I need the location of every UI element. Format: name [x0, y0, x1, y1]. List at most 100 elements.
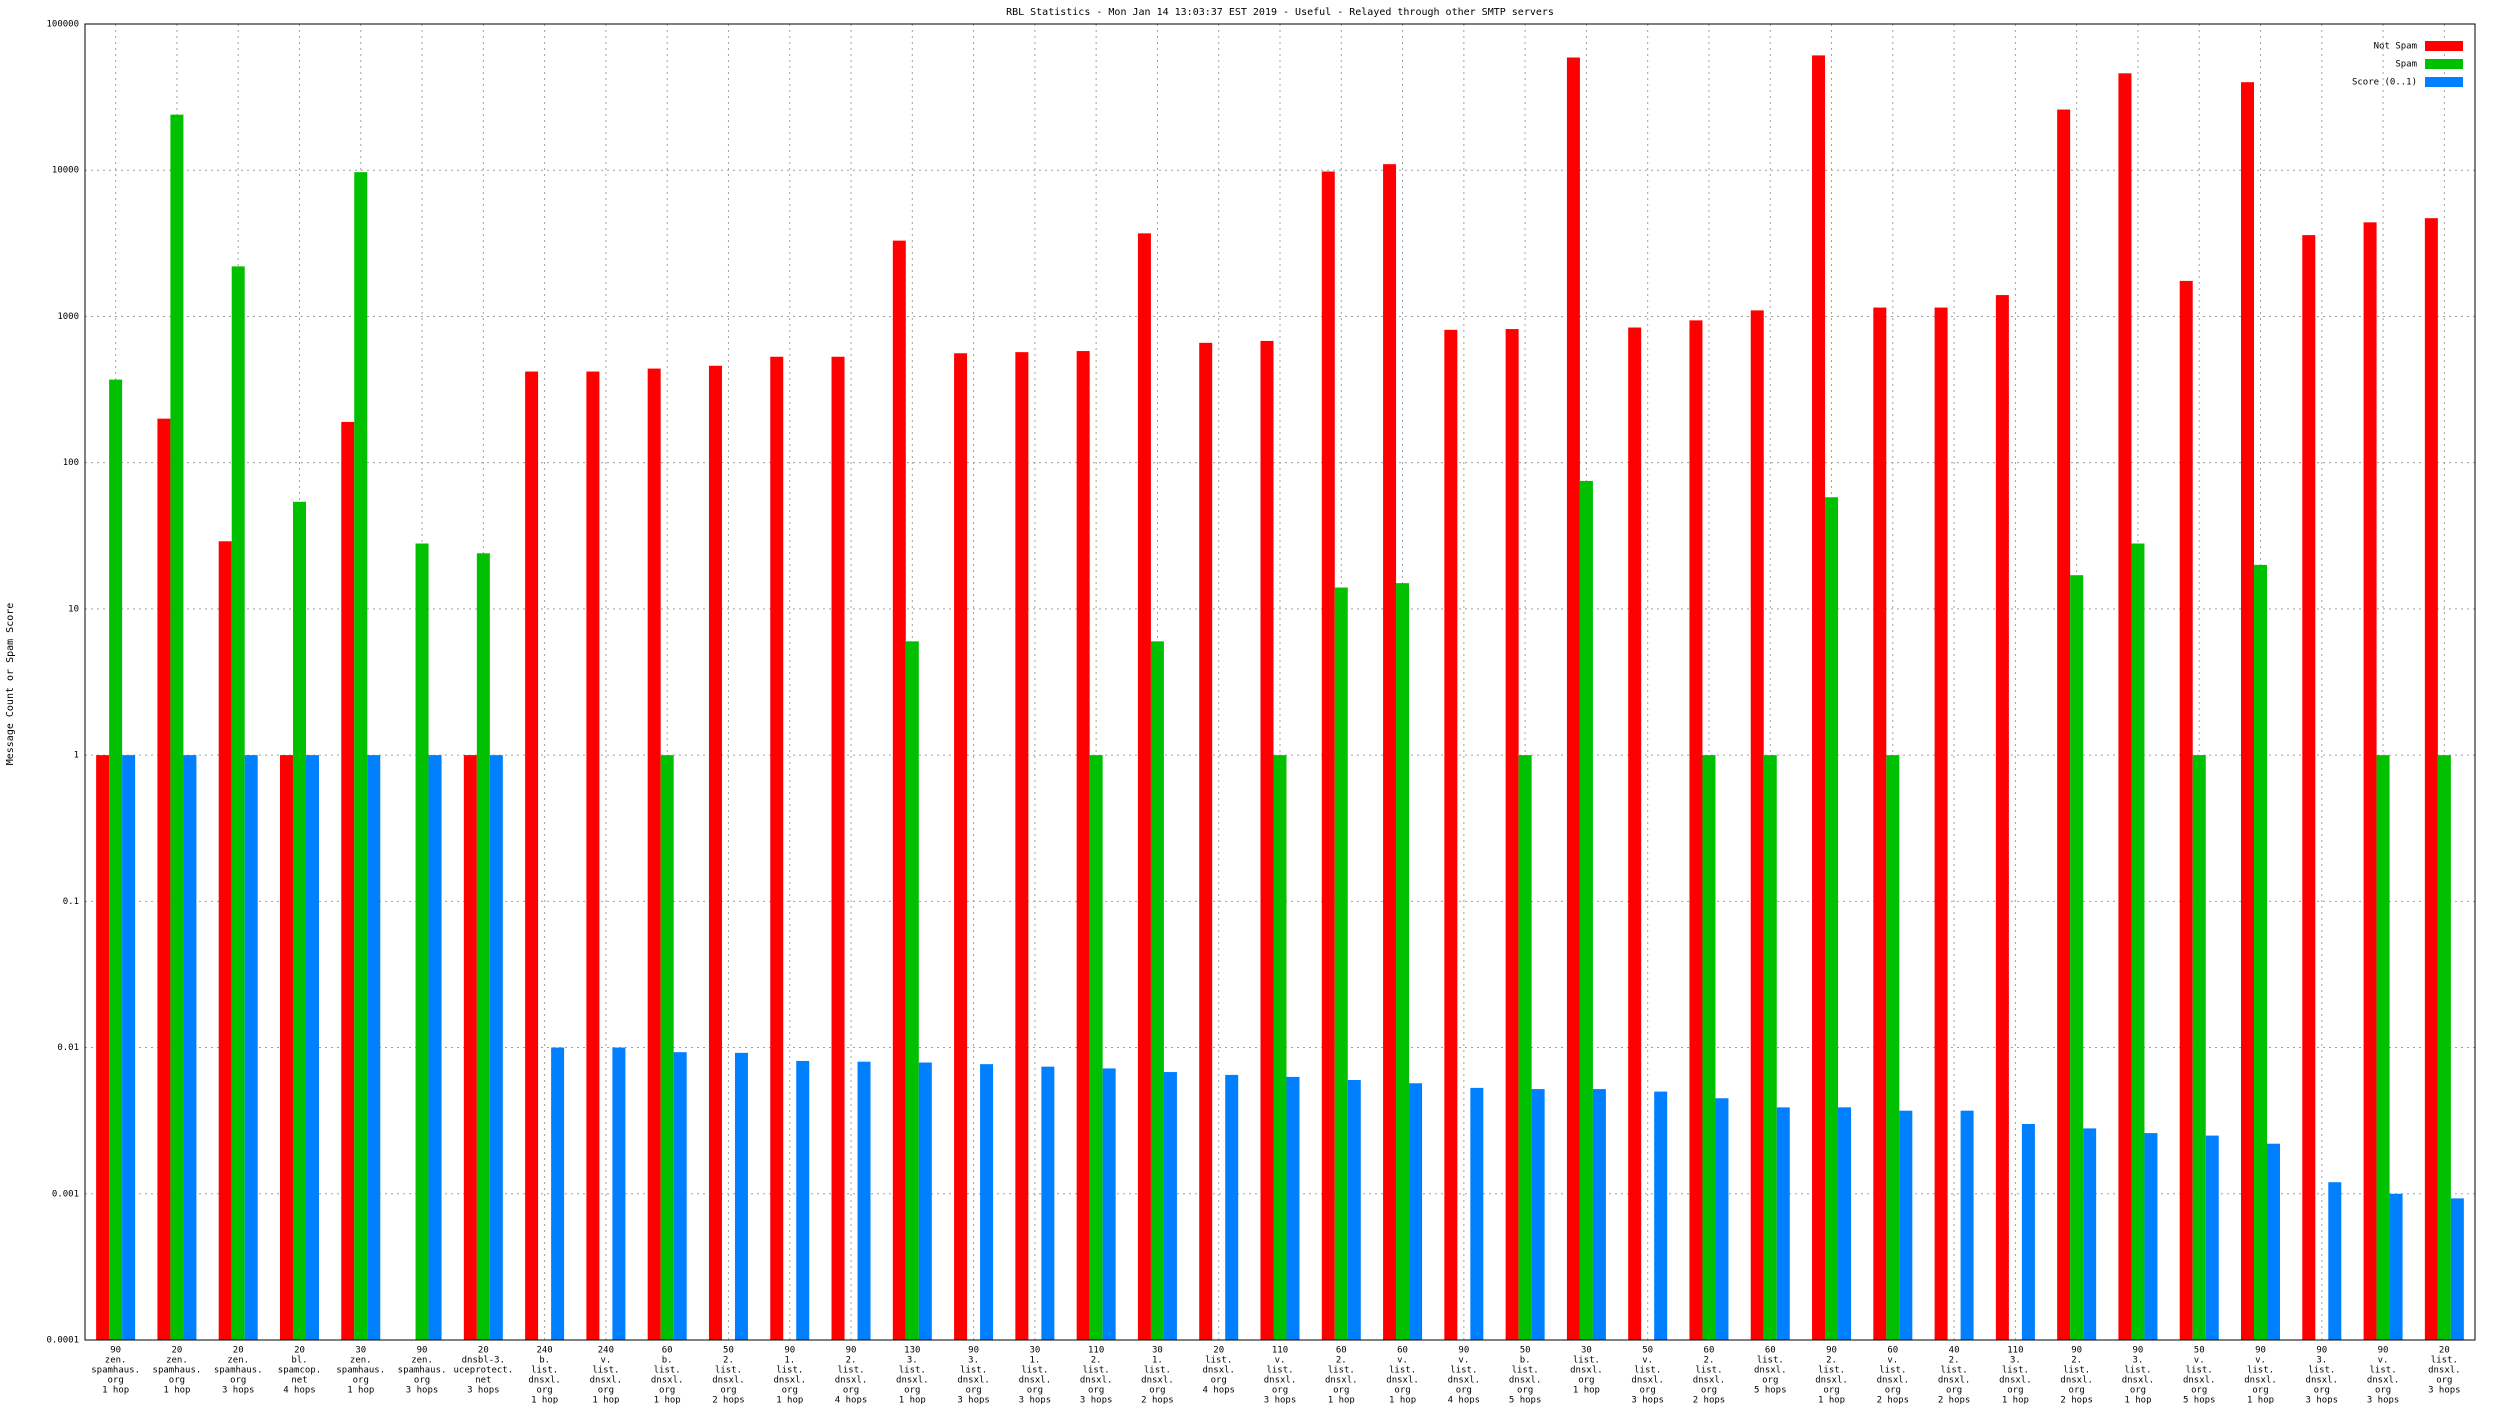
x-tick-label: 1 hop	[347, 1386, 374, 1396]
x-tick-label: dnsxl.	[2306, 1376, 2339, 1386]
bar	[1163, 1072, 1177, 1340]
bar	[770, 356, 784, 1340]
x-tick-label: org	[108, 1376, 124, 1386]
x-tick-label: org	[2069, 1386, 2085, 1396]
x-tick-label: v.	[1275, 1356, 1286, 1366]
x-tick-label: 1 hop	[2002, 1396, 2029, 1405]
x-tick-label: 4 hops	[835, 1396, 868, 1405]
x-tick-label: org	[2130, 1386, 2146, 1396]
bar	[1899, 1110, 1913, 1340]
bar	[1812, 55, 1826, 1341]
bar	[1873, 307, 1887, 1340]
bar	[586, 371, 600, 1340]
bar	[1776, 1107, 1790, 1340]
bar	[551, 1047, 565, 1340]
x-tick-label: dnsxl.	[528, 1376, 561, 1386]
x-tick-label: 90	[784, 1346, 795, 1356]
x-tick-label: org	[1578, 1376, 1594, 1386]
x-tick-label: zen.	[227, 1356, 249, 1366]
x-tick-label: list.	[592, 1366, 619, 1376]
x-tick-label: list.	[1144, 1366, 1171, 1376]
x-tick-label: net	[475, 1376, 491, 1386]
bar	[1015, 352, 1029, 1340]
x-tick-label: v.	[1887, 1356, 1898, 1366]
bar	[1518, 755, 1532, 1340]
x-tick-label: org	[1149, 1386, 1165, 1396]
bar	[905, 641, 919, 1340]
x-tick-label: list.	[2247, 1366, 2274, 1376]
bar	[1702, 755, 1716, 1340]
x-tick-label: v.	[1397, 1356, 1408, 1366]
x-tick-label: dnsxl.	[2122, 1376, 2155, 1386]
bar	[1825, 497, 1839, 1340]
x-tick-label: v.	[2255, 1356, 2266, 1366]
x-tick-label: 5 hops	[1509, 1396, 1542, 1405]
x-tick-label: dnsxl.	[1202, 1366, 1235, 1376]
x-tick-label: 90	[2071, 1346, 2082, 1356]
x-tick-label: zen.	[166, 1356, 188, 1366]
x-tick-label: org	[414, 1376, 430, 1386]
x-tick-label: 3.	[968, 1356, 979, 1366]
bar	[1102, 1068, 1116, 1340]
x-tick-label: 1 hop	[654, 1396, 681, 1405]
x-tick-label: 3.	[2133, 1356, 2144, 1366]
x-tick-label: 2 hops	[2060, 1396, 2093, 1405]
bar	[2070, 575, 2084, 1340]
bar	[279, 755, 293, 1340]
x-tick-label: 3 hops	[1631, 1396, 1664, 1405]
x-tick-label: list.	[1512, 1366, 1539, 1376]
x-tick-label: org	[1027, 1386, 1043, 1396]
x-tick-label: 90	[2316, 1346, 2327, 1356]
x-tick-label: dnsxl.	[1386, 1376, 1419, 1386]
x-tick-label: 90	[1458, 1346, 1469, 1356]
bar	[1260, 340, 1274, 1340]
x-tick-label: dnsxl.	[1509, 1376, 1542, 1386]
x-tick-label: 2.	[1949, 1356, 1960, 1366]
x-tick-label: org	[169, 1376, 185, 1386]
bar	[2057, 109, 2071, 1340]
x-tick-label: dnsxl.	[712, 1376, 745, 1386]
y-tick-label: 0.001	[52, 1189, 79, 1199]
x-tick-label: org	[1701, 1386, 1717, 1396]
x-tick-label: 60	[1704, 1346, 1715, 1356]
x-tick-label: b.	[662, 1356, 673, 1366]
bar	[305, 755, 319, 1340]
x-tick-label: dnsxl.	[2244, 1376, 2277, 1386]
x-tick-label: v.	[1642, 1356, 1653, 1366]
bar	[2328, 1182, 2342, 1340]
x-tick-label: b.	[1520, 1356, 1531, 1366]
x-tick-label: 90	[2255, 1346, 2266, 1356]
x-tick-label: 4 hops	[1448, 1396, 1481, 1405]
x-tick-label: v.	[600, 1356, 611, 1366]
x-tick-label: 30	[1029, 1346, 1040, 1356]
x-tick-label: 20	[294, 1346, 305, 1356]
x-tick-label: 1 hop	[1328, 1396, 1355, 1405]
x-tick-label: 3 hops	[406, 1386, 439, 1396]
legend-label: Not Spam	[2374, 42, 2417, 52]
x-tick-label: org	[2375, 1386, 2391, 1396]
x-tick-label: v.	[1458, 1356, 1469, 1366]
x-tick-label: 90	[110, 1346, 121, 1356]
x-tick-label: dnsxl.	[1815, 1376, 1848, 1386]
x-tick-label: 1 hop	[163, 1386, 190, 1396]
x-tick-label: org	[2314, 1386, 2330, 1396]
x-tick-label: 60	[1887, 1346, 1898, 1356]
bar	[170, 114, 184, 1340]
x-tick-label: list.	[1941, 1366, 1968, 1376]
x-tick-label: 20	[478, 1346, 489, 1356]
x-tick-label: dnsxl.	[1325, 1376, 1358, 1386]
x-tick-label: 2.	[1336, 1356, 1347, 1366]
y-axis-label: Message Count or Spam Score	[5, 603, 16, 766]
bar	[647, 368, 661, 1340]
x-tick-label: zen.	[105, 1356, 127, 1366]
x-tick-label: org	[1640, 1386, 1656, 1396]
x-tick-label: 1 hop	[531, 1396, 558, 1405]
x-tick-label: 3 hops	[1019, 1396, 1052, 1405]
x-tick-label: 60	[1336, 1346, 1347, 1356]
x-tick-label: 50	[2194, 1346, 2205, 1356]
x-tick-label: 3 hops	[1264, 1396, 1297, 1405]
x-tick-label: dnsxl.	[2367, 1376, 2400, 1386]
x-tick-label: 4 hops	[1202, 1386, 1235, 1396]
x-tick-label: list.	[2063, 1366, 2090, 1376]
x-tick-label: dnsxl.	[1264, 1376, 1297, 1386]
